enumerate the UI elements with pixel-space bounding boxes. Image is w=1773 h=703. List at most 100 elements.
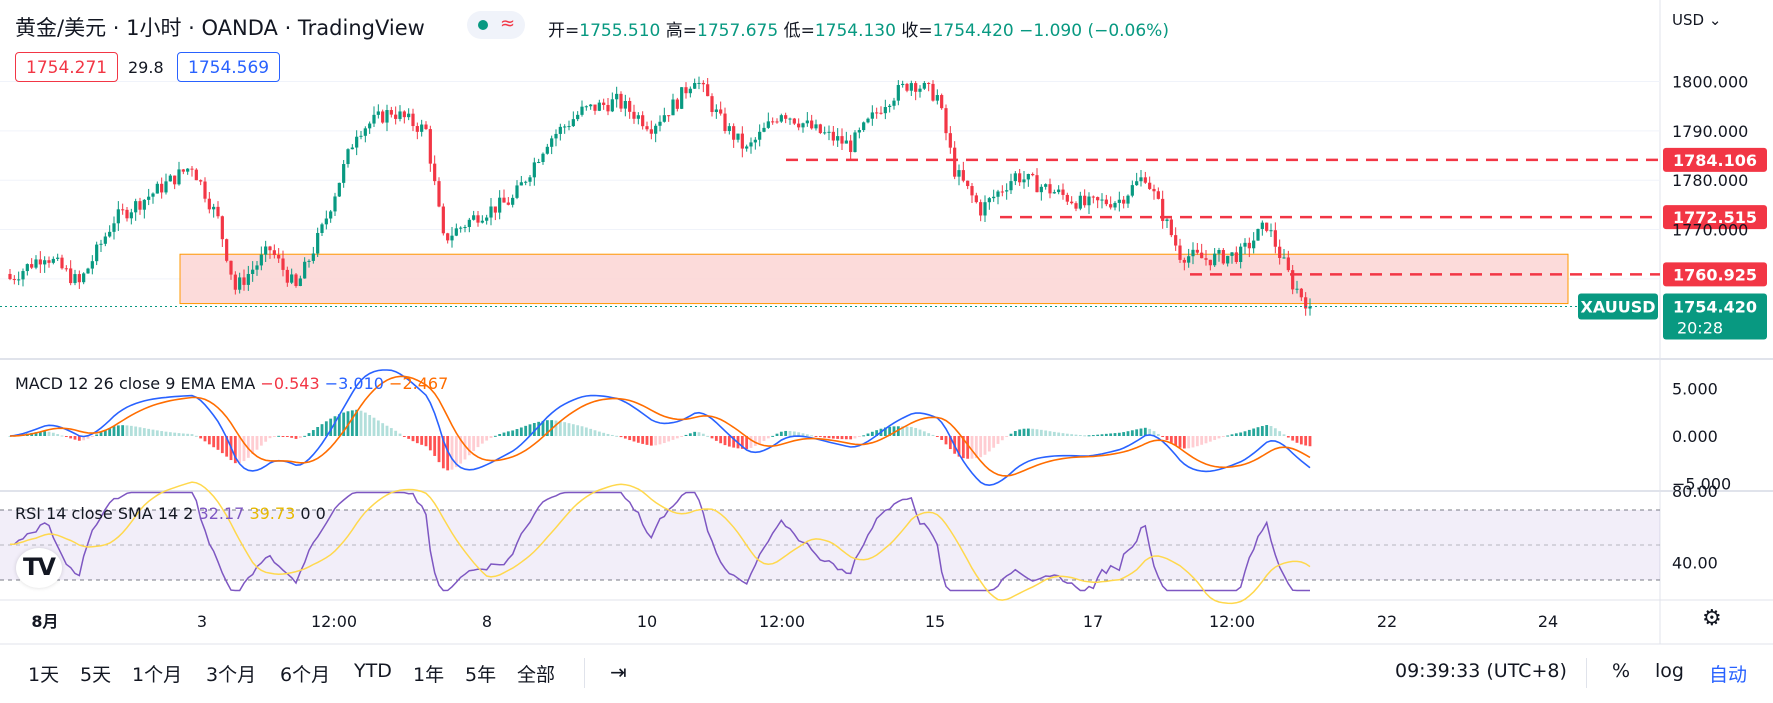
macd-hist-bar — [199, 436, 203, 439]
macd-hist-bar — [99, 432, 103, 436]
macd-hist-bar — [1291, 436, 1295, 441]
candle-body — [1035, 175, 1039, 193]
range-1m-button[interactable]: 1个月 — [132, 664, 183, 686]
candle-body — [992, 196, 996, 199]
macd-hist-bar — [502, 432, 506, 436]
range-6m-button[interactable]: 6个月 — [280, 664, 331, 686]
candle-body — [77, 274, 81, 283]
macd-hist-bar — [836, 436, 840, 439]
auto-scale-toggle[interactable]: 自动 — [1709, 664, 1748, 686]
macd-hist-bar — [1278, 431, 1282, 436]
support-zone-rectangle[interactable] — [179, 253, 1569, 305]
candle-body — [337, 182, 341, 197]
macd-hist-bar — [775, 433, 779, 436]
macd-hist-bar — [602, 432, 606, 436]
range-1d-button[interactable]: 1天 — [28, 664, 60, 686]
candle-body — [1239, 246, 1243, 262]
candle-body — [376, 111, 380, 115]
candle-body — [342, 164, 346, 183]
candle-body — [363, 128, 367, 136]
macd-hist-bar — [489, 436, 493, 439]
time-axis-label: 15 — [925, 612, 945, 631]
macd-hist-bar — [242, 436, 246, 462]
candle-body — [82, 273, 86, 283]
percent-scale-toggle[interactable]: % — [1612, 660, 1631, 682]
macd-hist-bar — [1070, 434, 1074, 436]
candle-body — [1226, 255, 1230, 264]
go-to-date-icon[interactable]: ⇥ — [610, 660, 627, 684]
macd-hist-bar — [1152, 431, 1156, 436]
macd-hist-bar — [667, 436, 671, 442]
close-label: 收 — [901, 21, 919, 41]
macd-hist-bar — [307, 433, 311, 436]
candle-body — [38, 259, 42, 265]
macd-hist-bar — [1156, 433, 1160, 436]
candle-body — [233, 274, 237, 290]
range-1y-button[interactable]: 1年 — [413, 664, 445, 686]
macd-hist-bar — [801, 433, 805, 436]
macd-hist-bar — [983, 436, 987, 455]
macd-hist-bar — [1096, 434, 1100, 436]
range-all-button[interactable]: 全部 — [517, 664, 556, 686]
candle-body — [801, 123, 805, 128]
range-3m-button[interactable]: 3个月 — [206, 664, 257, 686]
tv-logo-icon: TV — [23, 553, 56, 581]
macd-hist-bar — [866, 433, 870, 436]
candle-body — [567, 126, 571, 128]
macd-hist-bar — [654, 436, 658, 446]
macd-hist-bar — [693, 431, 697, 436]
market-status-indicator[interactable]: ≈ — [467, 11, 525, 39]
toolbar-divider-right — [1586, 658, 1587, 688]
currency-selector[interactable]: USD ⌄ — [1672, 11, 1721, 29]
range-5d-button[interactable]: 5天 — [80, 664, 112, 686]
candle-body — [255, 265, 259, 270]
macd-hist-bar — [905, 426, 909, 436]
macd-hist-bar — [506, 431, 510, 436]
macd-hist-bar — [814, 436, 818, 437]
tradingview-logo[interactable]: TV — [16, 548, 62, 588]
macd-hist-bar — [719, 436, 723, 444]
candle-body — [264, 246, 268, 255]
macd-hist-bar — [1230, 434, 1234, 436]
last-price-label: 1754.420 — [1673, 297, 1757, 316]
candle-body — [34, 259, 38, 268]
candle-body — [922, 82, 926, 89]
macd-hist-bar — [779, 431, 783, 436]
candle-body — [680, 87, 684, 109]
settings-gear-icon[interactable]: ⚙ — [1702, 606, 1722, 631]
candle-body — [1165, 219, 1169, 222]
macd-hist-bar — [1022, 428, 1026, 436]
macd-hist-bar — [1273, 428, 1277, 436]
symbol-title[interactable]: 黄金/美元 · 1小时 · OANDA · TradingView — [15, 16, 425, 40]
clock-timezone[interactable]: 09:39:33 (UTC+8) — [1395, 660, 1567, 682]
candle-body — [1191, 249, 1195, 257]
macd-hist-bar — [324, 421, 328, 436]
candle-body — [675, 99, 679, 109]
macd-hist-bar — [259, 436, 263, 446]
symbol-tag: XAUUSD — [1578, 293, 1658, 320]
buy-price-button[interactable]: 1754.569 — [177, 52, 281, 82]
candle-body — [719, 109, 723, 114]
macd-hist-bar — [970, 436, 974, 459]
range-5y-button[interactable]: 5年 — [465, 664, 497, 686]
candle-body — [95, 244, 99, 262]
macd-hist-bar — [584, 427, 588, 436]
macd-hist-bar — [472, 436, 476, 452]
macd-hist-bar — [697, 432, 701, 436]
candle-body — [1031, 173, 1035, 176]
macd-legend[interactable]: MACD 12 26 close 9 EMA EMA −0.543 −3.010… — [15, 374, 448, 393]
candle-body — [762, 127, 766, 132]
candle-body — [242, 277, 246, 285]
log-scale-toggle[interactable]: log — [1655, 660, 1684, 682]
macd-hist-bar — [1130, 430, 1134, 436]
candle-body — [814, 124, 818, 129]
macd-hist-bar — [992, 436, 996, 448]
candle-body — [415, 126, 419, 132]
macd-axis-tick: −5.000 — [1672, 475, 1731, 494]
candle-body — [60, 257, 64, 269]
time-axis-label: 10 — [637, 612, 657, 631]
rsi-legend[interactable]: RSI 14 close SMA 14 2 32.17 39.73 0 0 — [15, 504, 326, 523]
range-ytd-button[interactable]: YTD — [354, 660, 392, 682]
sell-price-button[interactable]: 1754.271 — [15, 52, 119, 82]
